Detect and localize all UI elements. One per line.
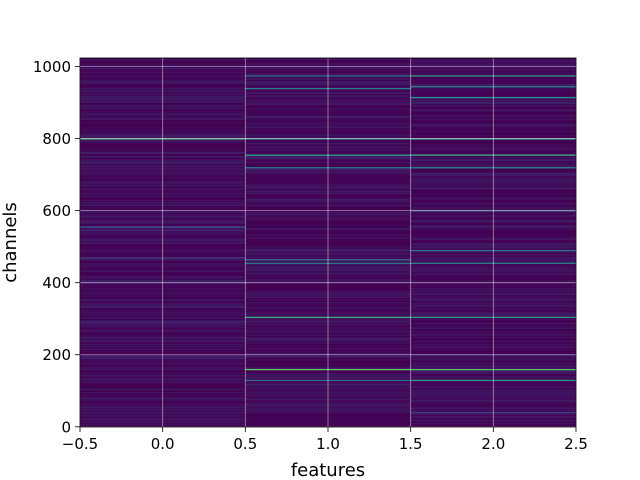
x-tick-label: 0.0 [151, 435, 175, 453]
y-tick-label: 200 [42, 346, 71, 364]
plot-area [80, 58, 576, 427]
y-tick-label: 1000 [33, 58, 71, 76]
y-tick-label: 400 [42, 274, 71, 292]
y-tick-label: 0 [61, 418, 71, 436]
grid-lines [80, 58, 576, 427]
x-axis-label: features [291, 460, 365, 480]
x-tick-label: 2.5 [564, 435, 588, 453]
x-tick-label: 1.0 [316, 435, 340, 453]
y-tick-label: 800 [42, 130, 71, 148]
x-tick-label: 0.5 [233, 435, 257, 453]
x-tick-label: 2.0 [481, 435, 505, 453]
y-axis-label: channels [0, 202, 21, 283]
x-axis-ticks: −0.5 0.0 0.5 1.0 1.5 2.0 2.5 [62, 427, 588, 453]
x-tick-label: 1.5 [399, 435, 423, 453]
y-tick-label: 600 [42, 202, 71, 220]
x-tick-label: −0.5 [62, 435, 98, 453]
y-axis-ticks: 0 200 400 600 800 1000 [33, 58, 80, 436]
